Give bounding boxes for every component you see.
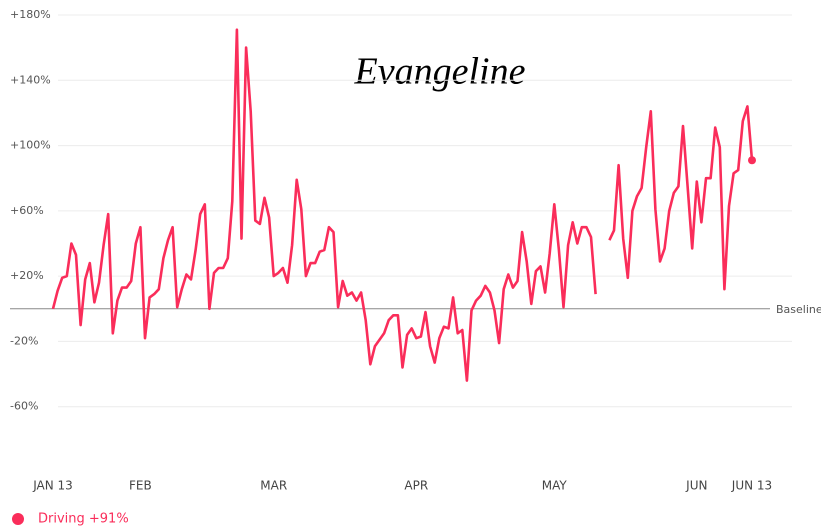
x-tick-label: JUN bbox=[685, 479, 707, 493]
end-point bbox=[748, 156, 756, 165]
y-tick-label: +60% bbox=[10, 204, 44, 217]
legend-label: Driving +91% bbox=[38, 512, 129, 527]
y-tick-label: +100% bbox=[10, 139, 51, 152]
y-tick-label: +140% bbox=[10, 73, 51, 86]
y-tick-label: -20% bbox=[10, 334, 38, 347]
x-tick-label: APR bbox=[404, 479, 428, 493]
x-tick-label: MAY bbox=[542, 479, 568, 493]
chart-title: Evangeline bbox=[354, 51, 526, 93]
x-tick-label: FEB bbox=[129, 479, 152, 493]
x-tick-label: MAR bbox=[260, 479, 287, 493]
baseline-label: Baseline bbox=[776, 303, 821, 316]
y-tick-label: +20% bbox=[10, 269, 44, 282]
y-tick-label: +180% bbox=[10, 8, 51, 21]
legend-swatch bbox=[12, 513, 24, 525]
data-line bbox=[51, 28, 754, 382]
x-tick-label: JUN 13 bbox=[731, 479, 772, 493]
y-tick-label: -60% bbox=[10, 400, 38, 413]
x-tick-label: JAN 13 bbox=[32, 479, 73, 493]
